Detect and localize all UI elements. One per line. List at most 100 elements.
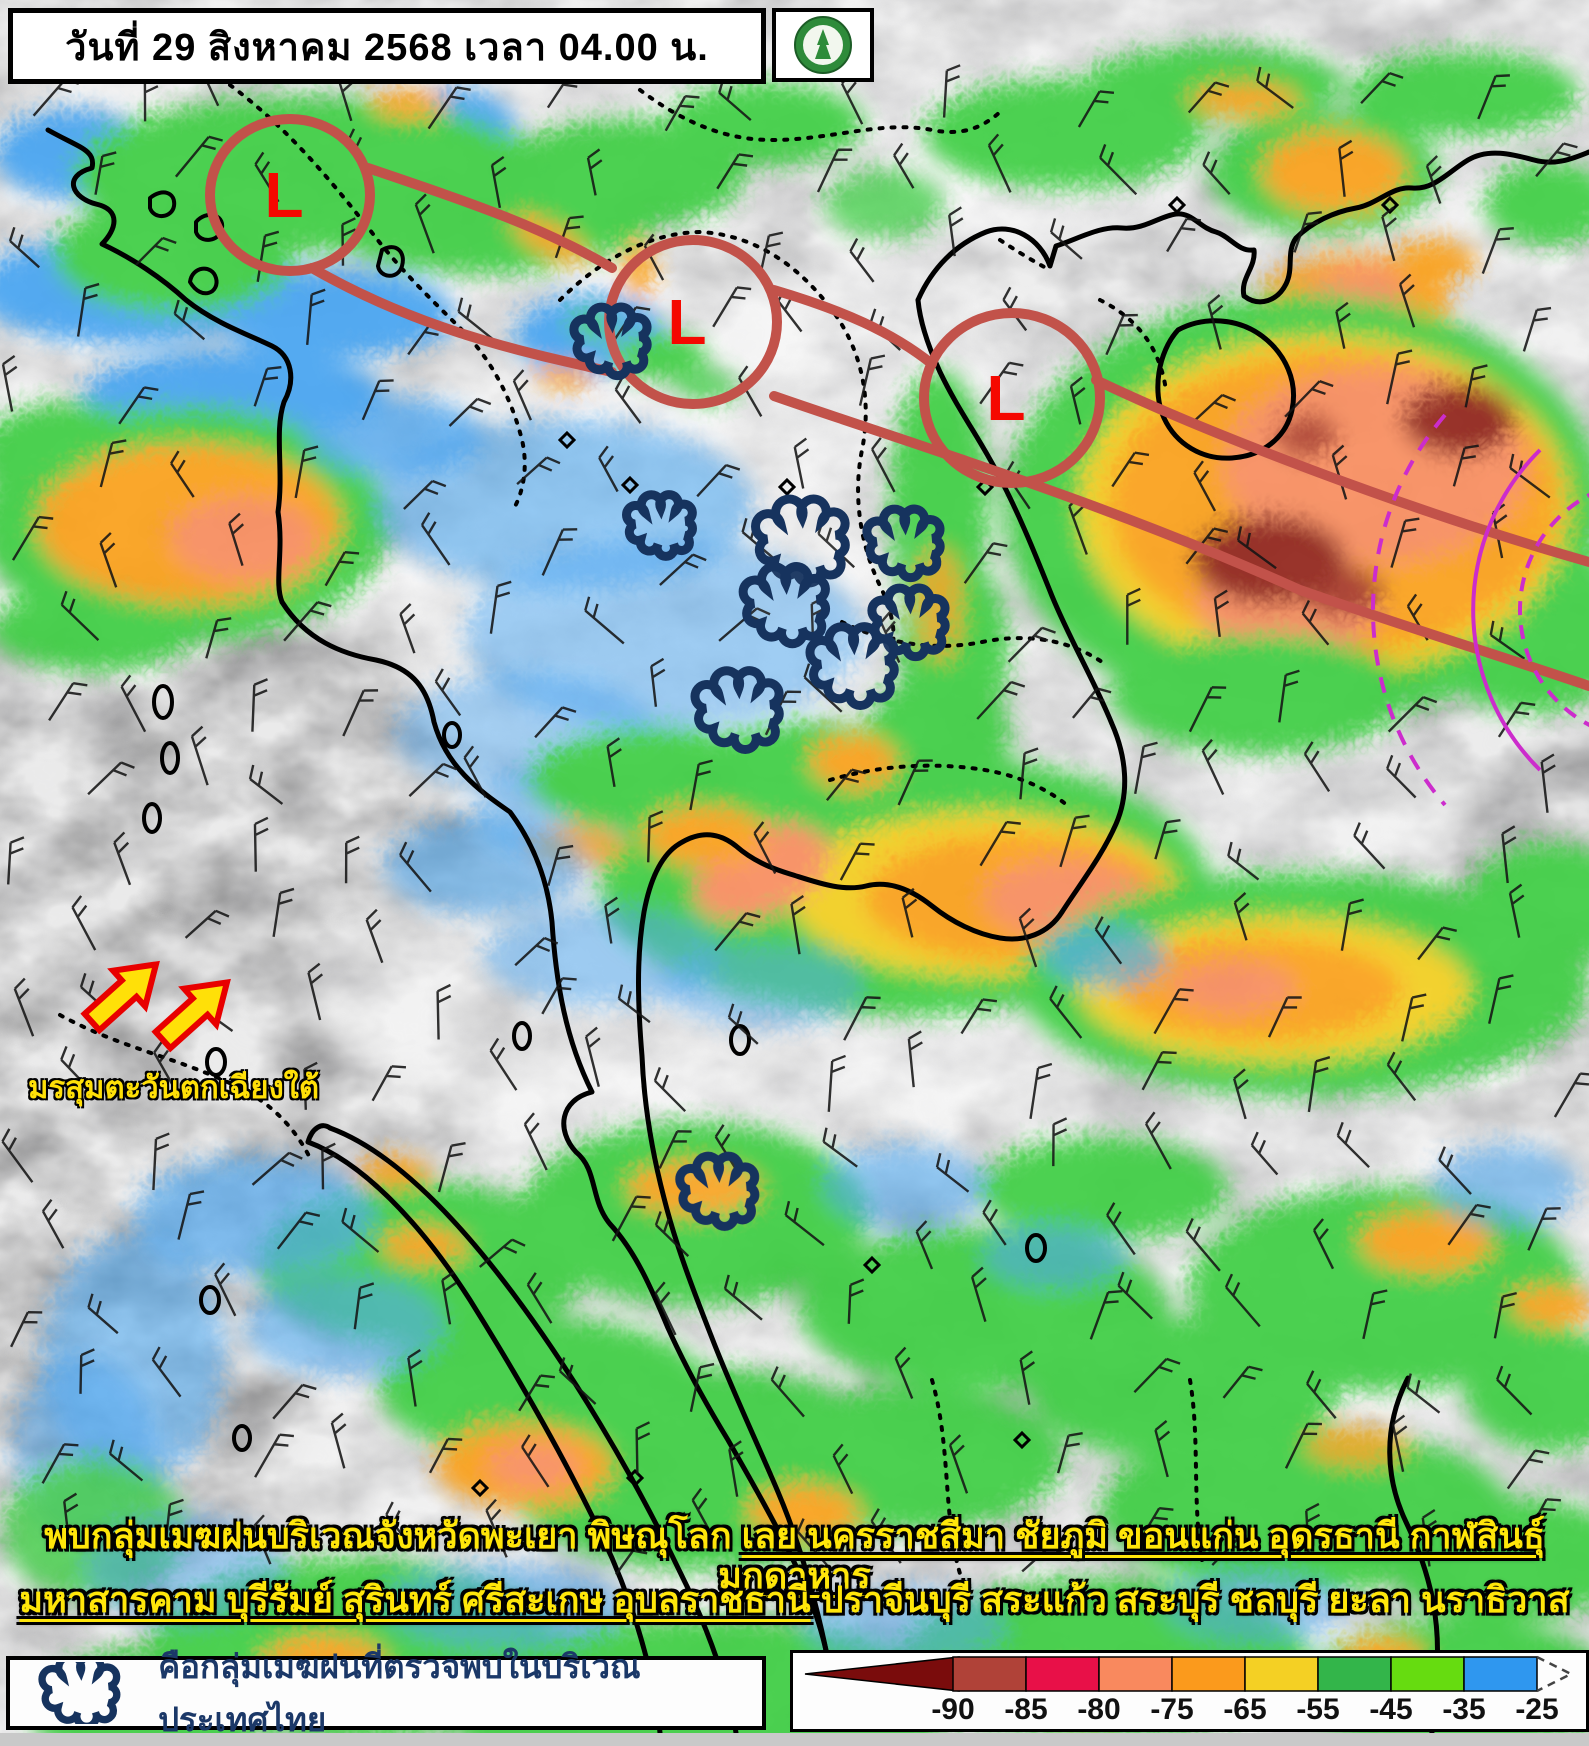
wind-barb (294, 445, 319, 499)
wind-barb (1105, 313, 1138, 356)
wind-barb (839, 842, 875, 881)
colorbar-segment (1244, 1656, 1319, 1692)
wind-barb (1386, 1051, 1417, 1102)
wind-barb (94, 151, 117, 195)
agency-logo-box (772, 8, 874, 82)
wind-barb (1495, 1365, 1533, 1416)
wind-barb (894, 1346, 914, 1399)
wind-barb (1452, 444, 1479, 487)
wind-barb (41, 1443, 79, 1484)
low-pressure-circle (205, 114, 375, 276)
wind-barb (654, 1211, 690, 1257)
wind-barb (521, 1434, 550, 1488)
wind-barb (1340, 898, 1364, 951)
wind-barb (344, 835, 360, 884)
low-pressure-label: L (264, 159, 303, 231)
wind-barb (1201, 738, 1225, 796)
wind-barb (342, 689, 379, 737)
wind-barb (1267, 996, 1302, 1038)
wind-barb (365, 908, 384, 964)
wind-barb (1305, 1502, 1321, 1557)
wind-barb (490, 155, 507, 209)
wind-barb (1213, 589, 1230, 638)
wind-barb (457, 297, 495, 341)
wind-barb (303, 1061, 319, 1110)
wind-barb (164, 1498, 184, 1548)
colorbar-segment (1025, 1656, 1100, 1692)
wind-barb (871, 437, 896, 493)
wind-barb (248, 764, 284, 805)
wind-barb (403, 479, 447, 510)
wind-barb (847, 1278, 865, 1324)
wind-barb (228, 512, 245, 566)
wind-barb (341, 217, 357, 266)
wind-barb (1111, 451, 1150, 488)
wind-barb (1401, 993, 1427, 1042)
wind-barb (784, 1200, 825, 1247)
wind-barb (441, 1271, 457, 1325)
wind-barb (1021, 1538, 1071, 1573)
wind-barb (1522, 1498, 1561, 1543)
wind-barb-layer (1, 46, 1589, 1576)
wind-barb (1301, 599, 1330, 646)
wind-barb (151, 1346, 182, 1398)
wind-barb (371, 1065, 407, 1102)
wind-barb (1540, 753, 1556, 813)
wind-barb (177, 1190, 205, 1240)
wind-barb (1390, 517, 1420, 568)
wind-barb (1236, 526, 1277, 570)
wind-barb (1497, 701, 1536, 738)
wind-barb (825, 768, 866, 802)
wind-barb (512, 369, 533, 421)
wind-barb (1187, 81, 1230, 114)
wind-barb (1, 1128, 34, 1183)
wind-barb (650, 657, 666, 707)
wind-barb (71, 895, 97, 951)
wind-barb (832, 1443, 854, 1495)
wind-barb (664, 95, 700, 132)
wind-barb (108, 1439, 144, 1482)
wind-barb (170, 450, 195, 498)
wind-barb (1527, 1207, 1561, 1251)
wind-barb (849, 238, 875, 283)
wind-barb (1153, 988, 1194, 1035)
wind-barb (1360, 72, 1404, 105)
wind-barb (893, 142, 915, 189)
wind-barb (341, 1207, 380, 1253)
colorbar-label: -55 (1296, 1693, 1339, 1723)
wind-barb (1391, 1414, 1408, 1472)
wind-barb (1386, 349, 1413, 405)
wind-barb (414, 193, 435, 254)
wind-barb (822, 1127, 858, 1168)
wind-barb (1447, 1203, 1491, 1246)
wind-barb (514, 936, 559, 967)
wind-barb (1278, 669, 1300, 723)
wind-barb (827, 1054, 846, 1112)
wind-barb (647, 810, 664, 863)
wind-barb (1166, 217, 1202, 253)
wind-barb (793, 437, 810, 489)
wind-barb (420, 512, 451, 566)
wind-barb (727, 1003, 759, 1045)
wind-barb (1029, 1062, 1053, 1119)
typhoon-arc-dashed-inner (1518, 493, 1589, 727)
wind-barb (353, 1282, 375, 1330)
wind-barb (942, 64, 961, 118)
wind-barb (1256, 66, 1294, 109)
wind-barb (1522, 306, 1552, 352)
wind-barb (479, 1238, 526, 1268)
wind-barb (190, 725, 209, 786)
colorbar-label: -80 (1077, 1693, 1120, 1723)
colorbar-segment (1390, 1656, 1465, 1692)
wind-barb (434, 668, 462, 717)
wind-barb (979, 820, 1021, 867)
wind-barb (696, 463, 741, 498)
wind-barb (272, 887, 295, 937)
rain-cloud-legend-icon (38, 1662, 140, 1724)
wind-barb (385, 1501, 416, 1551)
wind-barb (654, 1281, 677, 1336)
colorbar-label: -25 (1515, 1693, 1558, 1723)
wind-barb (960, 998, 998, 1035)
colorbar-segment (1098, 1656, 1173, 1692)
